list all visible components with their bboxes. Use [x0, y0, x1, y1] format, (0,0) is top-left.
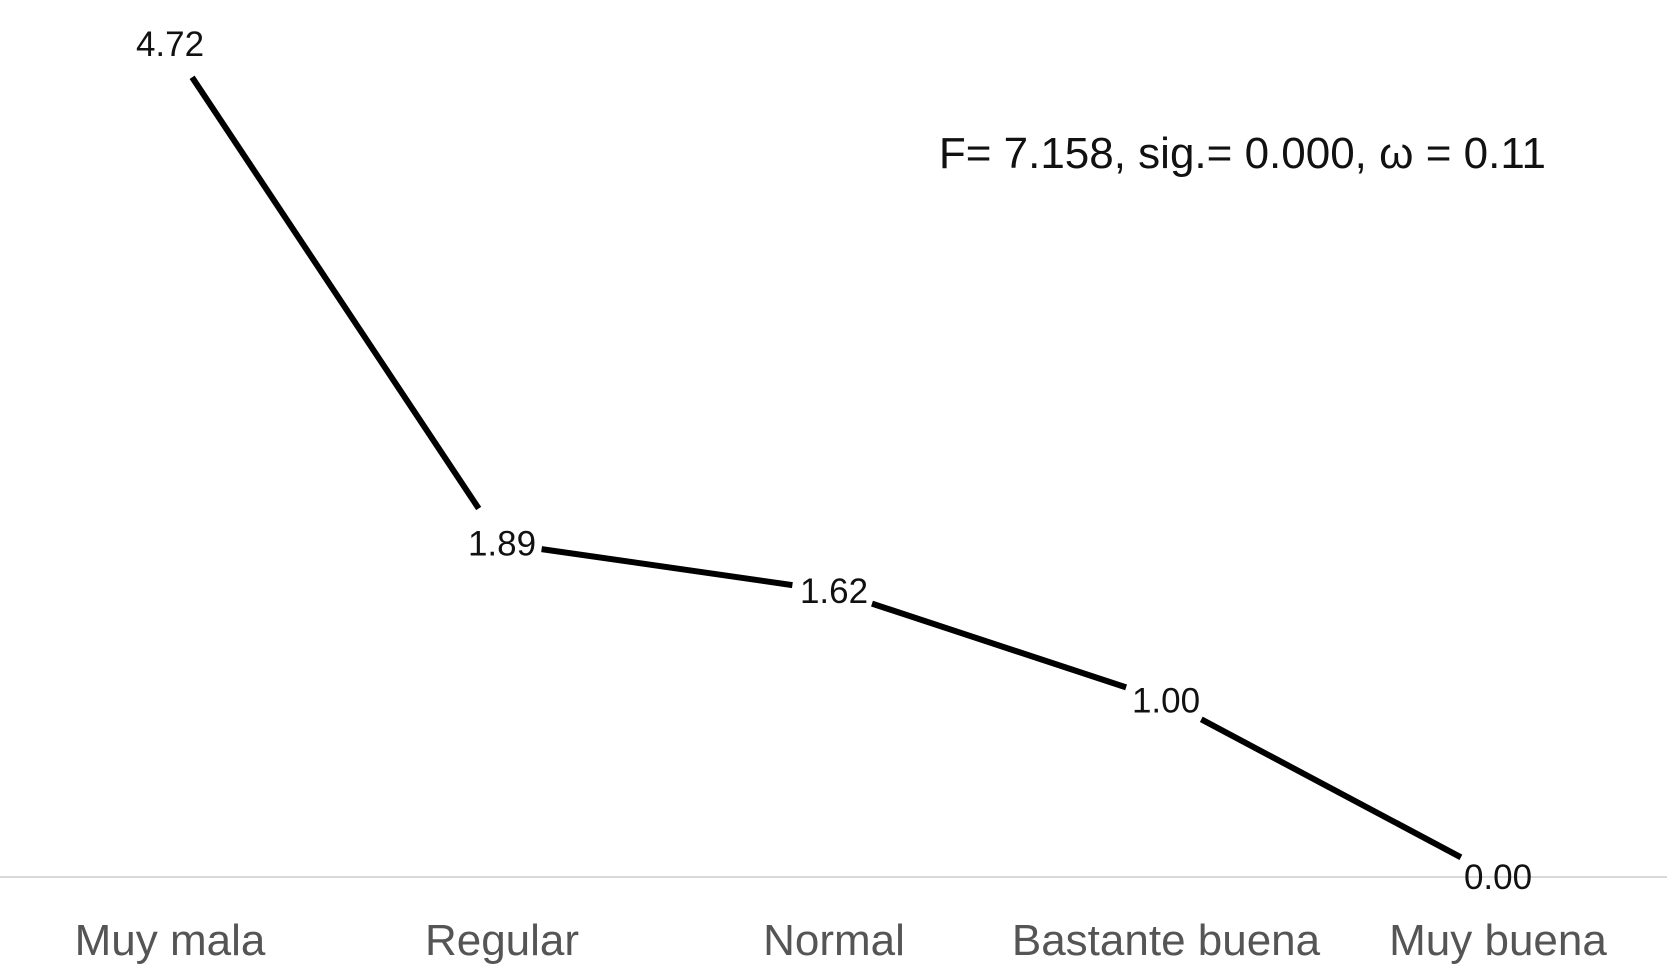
- series-layer: [189, 75, 1463, 860]
- data-labels: 4.72 1.89 1.62 1.00 0.00: [136, 25, 1532, 897]
- line-segment-4: [1199, 716, 1463, 860]
- data-label-3: 1.62: [800, 572, 868, 611]
- line-segment-1: [189, 75, 482, 511]
- statistics-annotation: F= 7.158, sig.= 0.000, ω = 0.11: [939, 129, 1546, 178]
- data-label-4: 1.00: [1132, 682, 1200, 721]
- x-tick-labels: Muy mala Regular Normal Bastante buena Muy b…: [75, 916, 1608, 965]
- x-tick-label-2: Regular: [425, 916, 579, 965]
- data-label-5: 0.00: [1464, 858, 1532, 897]
- x-tick-label-3: Normal: [763, 916, 905, 965]
- x-tick-label-4: Bastante buena: [1012, 916, 1321, 965]
- x-tick-label-1: Muy mala: [75, 916, 266, 965]
- data-label-2: 1.89: [468, 524, 536, 563]
- line-segment-3: [871, 600, 1128, 691]
- line-segment-2: [541, 546, 793, 589]
- data-label-1: 4.72: [136, 25, 204, 64]
- x-tick-label-5: Muy buena: [1389, 916, 1607, 965]
